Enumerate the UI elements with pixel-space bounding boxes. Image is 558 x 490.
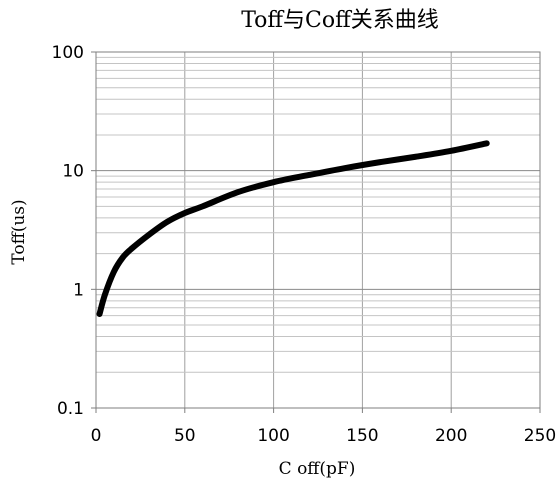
x-tick-label: 50 xyxy=(174,426,196,446)
y-tick-label: 100 xyxy=(52,43,84,63)
y-axis-label: Toff(us) xyxy=(9,199,29,264)
y-tick-label: 10 xyxy=(62,162,84,182)
x-axis-label: C off(pF) xyxy=(279,459,356,479)
x-axis-ticks: 0 50 100 150 200 250 xyxy=(91,408,556,446)
chart-title: Toff与Coff关系曲线 xyxy=(241,8,439,33)
x-tick-label: 0 xyxy=(91,426,102,446)
plot-area-frame xyxy=(95,51,541,409)
y-tick-label: 0.1 xyxy=(57,399,84,419)
x-tick-label: 150 xyxy=(346,426,378,446)
series-line xyxy=(96,140,490,317)
x-tick-label: 100 xyxy=(257,426,289,446)
grid xyxy=(95,52,541,409)
x-tick-label: 250 xyxy=(524,426,556,446)
y-axis-ticks: 0.1 1 10 100 xyxy=(52,43,96,419)
x-tick-label: 200 xyxy=(435,426,467,446)
series-group xyxy=(96,140,490,317)
y-tick-label: 1 xyxy=(73,280,84,300)
